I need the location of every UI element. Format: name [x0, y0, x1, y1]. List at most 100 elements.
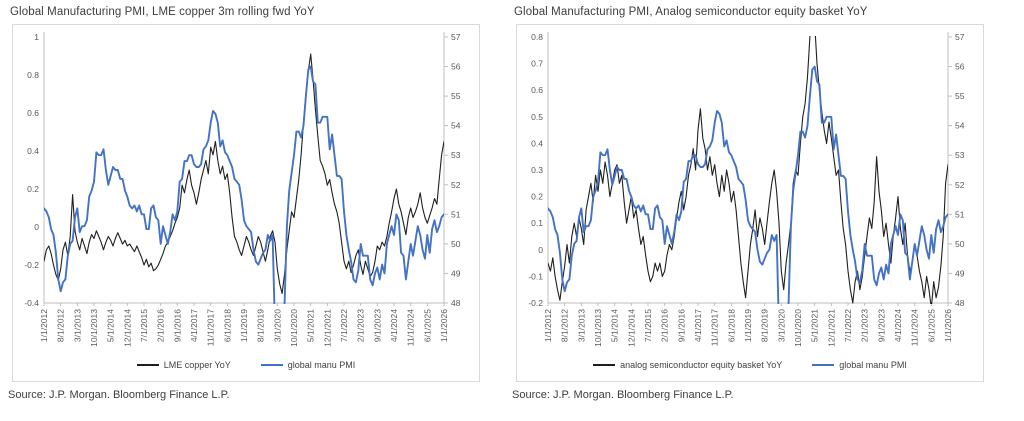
y-axis-right-tick-label: 52: [451, 180, 461, 190]
chart-panel-copper: Global Manufacturing PMI, LME copper 3m …: [6, 0, 510, 401]
y-axis-left-tick-label: 0.2: [27, 184, 39, 194]
x-axis-tick-label: 2/1/2023: [356, 309, 366, 342]
chart-legend-copper: LME copper YoY global manu PMI: [13, 360, 479, 370]
legend-line-sample-blue: [812, 363, 835, 367]
legend-item-copper: LME copper YoY: [136, 360, 231, 370]
y-axis-right-tick-label: 56: [451, 62, 461, 72]
chart-plot-copper: 1 0.8 0.6 0.4 0.2 0 -0.2 -0.4 57 56 55 54 53 52 51 50 49…: [24, 32, 461, 347]
y-axis-right-tick-label: 54: [955, 121, 965, 131]
axes: 0.8 0.7 0.6 0.5 0.4 0.3 0.2 0.1 0 -0.1 -0.2 57 56 55 5…: [528, 32, 965, 347]
y-axis-left-tick-label: 0.4: [531, 138, 543, 148]
chart-title-semis: Global Manufacturing PMI, Analog semicon…: [514, 6, 868, 18]
source-note-right: Source: J.P. Morgan. Bloomberg Finance L…: [512, 389, 734, 401]
legend-label-pmi2: global manu PMI: [839, 360, 907, 370]
x-axis-tick-label: 9/1/2023: [876, 309, 886, 342]
y-axis-left-tick-label: 0.8: [27, 70, 39, 80]
series-line-global-manu-pmi: [44, 65, 444, 304]
series-line-lme-copper-yoy: [44, 53, 444, 295]
series-line-global-manu-pmi: [548, 65, 948, 304]
y-axis-left-tick-label: 1: [34, 32, 39, 42]
x-axis-tick-label: 5/1/2014: [610, 309, 620, 342]
x-axis-tick-label: 1/1/2019: [743, 309, 753, 342]
y-axis-left-tick-label: 0.7: [531, 59, 543, 69]
x-axis-tick-label: 6/1/2018: [222, 309, 232, 342]
y-axis-left-tick-label: 0: [538, 245, 543, 255]
x-axis-tick-label: 7/1/2022: [339, 309, 349, 342]
x-axis-tick-label: 10/1/2013: [89, 309, 99, 347]
chart-legend-semis: analog semiconductor equity basket YoY g…: [517, 360, 983, 370]
x-axis-tick-label: 1/1/2019: [239, 309, 249, 342]
x-axis-tick-label: 6/1/2018: [726, 309, 736, 342]
x-axis-tick-label: 3/1/2013: [576, 309, 586, 342]
y-axis-left-tick-label: -0.2: [24, 260, 39, 270]
x-axis-tick-label: 3/1/2013: [72, 309, 82, 342]
x-axis-tick-label: 7/1/2015: [139, 309, 149, 342]
x-axis-tick-label: 5/1/2021: [810, 309, 820, 342]
x-axis-tick-label: 6/1/2025: [422, 309, 432, 342]
legend-item-pmi2: global manu PMI: [812, 360, 907, 370]
legend-line-sample-black: [593, 364, 616, 366]
x-axis-tick-label: 12/1/2021: [826, 309, 836, 347]
y-axis-left-tick-label: 0.4: [27, 146, 39, 156]
legend-label-copper: LME copper YoY: [163, 360, 231, 370]
y-axis-left-tick-label: 0.3: [531, 165, 543, 175]
legend-item-semis: analog semiconductor equity basket YoY: [593, 360, 782, 370]
y-axis-right-tick-label: 56: [955, 62, 965, 72]
y-axis-right-tick-label: 48: [955, 298, 965, 308]
y-axis-left-tick-label: 0.6: [531, 85, 543, 95]
y-axis-left-tick-label: -0.1: [528, 271, 543, 281]
x-axis-tick-label: 3/1/2020: [272, 309, 282, 342]
axes: 1 0.8 0.6 0.4 0.2 0 -0.2 -0.4 57 56 55 54 53 52 51 50 49…: [24, 32, 461, 347]
x-axis-tick-label: 5/1/2014: [106, 309, 116, 342]
x-axis-tick-label: 7/1/2022: [843, 309, 853, 342]
y-axis-right-tick-label: 53: [955, 150, 965, 160]
x-axis-tick-label: 7/1/2015: [643, 309, 653, 342]
x-axis-tick-label: 1/1/2012: [39, 309, 49, 342]
legend-label-pmi: global manu PMI: [287, 360, 356, 370]
y-axis-right-tick-label: 49: [955, 268, 965, 278]
x-axis-tick-label: 6/1/2025: [926, 309, 936, 342]
x-axis-tick-label: 8/1/2019: [256, 309, 266, 342]
x-axis-tick-label: 4/1/2017: [693, 309, 703, 342]
x-axis-tick-label: 11/1/2017: [206, 309, 216, 346]
x-axis-tick-label: 4/1/2017: [189, 309, 199, 342]
x-axis-tick-label: 12/1/2021: [322, 309, 332, 347]
x-axis-tick-label: 10/1/2013: [593, 309, 603, 347]
x-axis-tick-label: 11/1/2024: [406, 309, 416, 346]
y-axis-left-tick-label: 0.1: [531, 218, 543, 228]
x-axis-tick-label: 2/1/2023: [860, 309, 870, 342]
chart-title-copper: Global Manufacturing PMI, LME copper 3m …: [10, 6, 315, 18]
x-axis-tick-label: 8/1/2012: [56, 309, 66, 342]
y-axis-left-tick-label: 0.6: [27, 108, 39, 118]
x-axis-tick-label: 8/1/2019: [760, 309, 770, 342]
x-axis-tick-label: 12/1/2014: [626, 309, 636, 347]
x-axis-tick-label: 9/1/2023: [372, 309, 382, 342]
x-axis-tick-label: 1/1/2012: [543, 309, 553, 342]
y-axis-left-tick-label: -0.4: [24, 298, 39, 308]
y-axis-right-tick-label: 54: [451, 121, 461, 131]
legend-label-semis: analog semiconductor equity basket YoY: [620, 360, 783, 370]
y-axis-right-tick-label: 49: [451, 268, 461, 278]
series-line-analog-semiconductor-equity-basket-yoy: [548, 36, 948, 304]
y-axis-right-tick-label: 51: [451, 209, 461, 219]
y-axis-right-tick-label: 55: [451, 91, 461, 101]
y-axis-right-tick-label: 57: [451, 32, 461, 42]
x-axis-tick-label: 2/1/2016: [156, 309, 166, 342]
x-axis-tick-label: 4/1/2024: [893, 309, 903, 342]
y-axis-right-tick-label: 50: [451, 239, 461, 249]
x-axis-tick-label: 12/1/2014: [122, 309, 132, 347]
x-axis-tick-label: 4/1/2024: [389, 309, 399, 342]
y-axis-right-tick-label: 51: [955, 209, 965, 219]
x-axis-tick-label: 10/1/2020: [289, 309, 299, 347]
y-axis-right-tick-label: 48: [451, 298, 461, 308]
y-axis-left-tick-label: -0.2: [528, 298, 543, 308]
x-axis-tick-label: 11/1/2017: [710, 309, 720, 346]
legend-item-pmi: global manu PMI: [260, 360, 356, 370]
chart-plot-semis: 0.8 0.7 0.6 0.5 0.4 0.3 0.2 0.1 0 -0.1 -0.2 57 56 55 5…: [528, 32, 965, 347]
y-axis-right-tick-label: 50: [955, 239, 965, 249]
y-axis-left-tick-label: 0.5: [531, 112, 543, 122]
x-axis-tick-label: 11/1/2024: [910, 309, 920, 346]
x-axis-tick-label: 1/1/2026: [439, 309, 449, 342]
x-axis-tick-label: 10/1/2020: [793, 309, 803, 347]
